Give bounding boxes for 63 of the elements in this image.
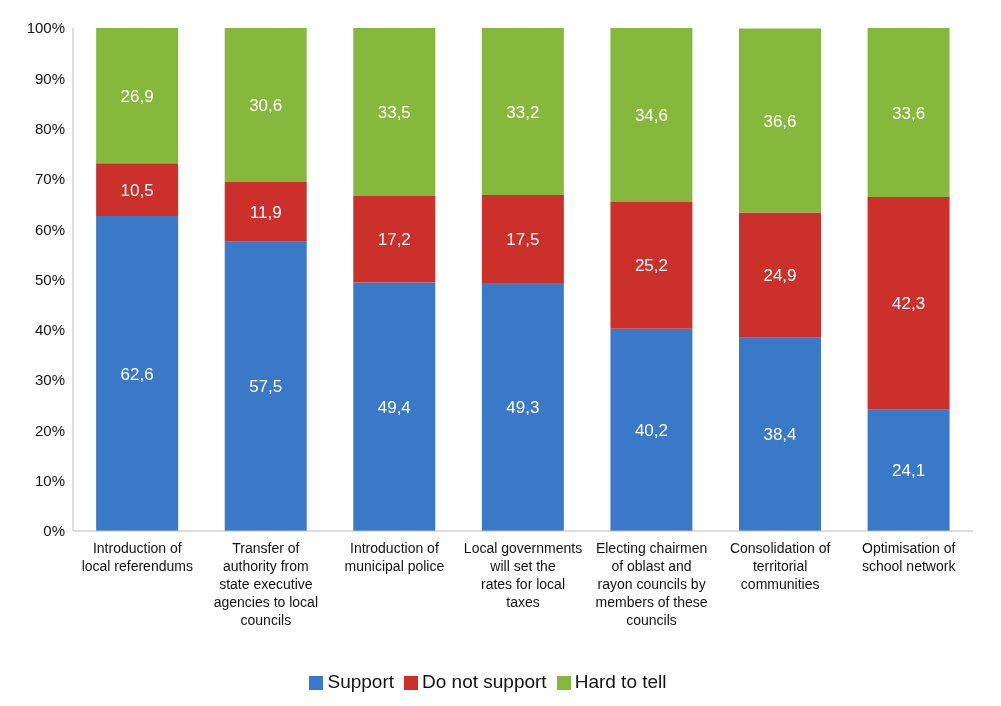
bar (739, 212, 821, 338)
bar (481, 283, 564, 531)
bar (224, 28, 307, 182)
bar (739, 337, 821, 531)
bar (739, 28, 821, 213)
data-label: 24,1 (892, 461, 926, 481)
bar (867, 197, 950, 410)
y-tick-label: 10% (34, 472, 65, 490)
x-tick-label: Consolidation of territorial communities (729, 540, 831, 592)
bar (353, 282, 436, 531)
data-label: 49,4 (377, 397, 411, 417)
bar (224, 181, 307, 242)
data-label: 33,2 (506, 102, 540, 122)
data-label: 10,5 (120, 180, 154, 200)
y-tick-label: 80% (34, 119, 65, 137)
x-tick-label: Transfer of authority from state executive agencies to local councils (213, 540, 319, 628)
data-label: 30,6 (249, 95, 283, 115)
bar (224, 241, 307, 531)
y-tick-label: 30% (34, 371, 65, 389)
bar (610, 28, 693, 203)
bar (481, 195, 564, 284)
data-label: 34,6 (634, 106, 668, 126)
data-label: 62,6 (120, 364, 154, 384)
bar (867, 28, 950, 198)
data-label: 57,5 (249, 377, 283, 397)
y-tick-label: 100% (26, 19, 65, 37)
x-tick-label: Optimisation of school network (862, 540, 957, 574)
data-label: 17,5 (506, 230, 540, 250)
bar (353, 196, 436, 283)
data-label: 11,9 (249, 202, 282, 222)
bar (867, 409, 950, 531)
data-label: 36,6 (763, 111, 797, 131)
bar (610, 202, 693, 329)
data-label: 25,2 (634, 256, 668, 276)
x-tick-label: Electing chairmen of oblast and rayon councils by members of these councils (595, 540, 708, 628)
legend-label: Support (327, 671, 395, 692)
data-label: 42,3 (892, 294, 926, 314)
bar (610, 328, 693, 531)
data-label: 40,2 (634, 420, 668, 440)
data-label: 24,9 (763, 266, 797, 286)
bar (96, 216, 179, 531)
y-tick-label: 90% (34, 69, 65, 87)
legend-label: Do not support (422, 671, 547, 692)
bar (353, 28, 436, 196)
x-tick-label: Introduction of municipal police (344, 540, 445, 574)
y-tick-label: 20% (34, 421, 65, 439)
y-tick-label: 50% (34, 270, 65, 288)
y-tick-label: 70% (34, 170, 65, 188)
data-label: 33,5 (377, 103, 411, 123)
x-tick-label: Introduction of local referendums (81, 540, 193, 574)
bar (96, 163, 179, 217)
data-label: 33,6 (892, 103, 926, 123)
legend-label: Hard to tell (574, 671, 667, 692)
y-tick-label: 40% (34, 321, 65, 339)
bar (96, 28, 179, 164)
y-tick-label: 0% (43, 522, 65, 540)
data-label: 26,9 (120, 86, 154, 106)
x-tick-label: Local governments will set the rates for local taxes (463, 540, 583, 610)
data-label: 17,2 (377, 230, 411, 250)
data-label: 49,3 (506, 398, 540, 418)
data-label: 38,4 (763, 425, 797, 445)
y-tick-label: 60% (34, 220, 65, 238)
bar (481, 28, 564, 195)
